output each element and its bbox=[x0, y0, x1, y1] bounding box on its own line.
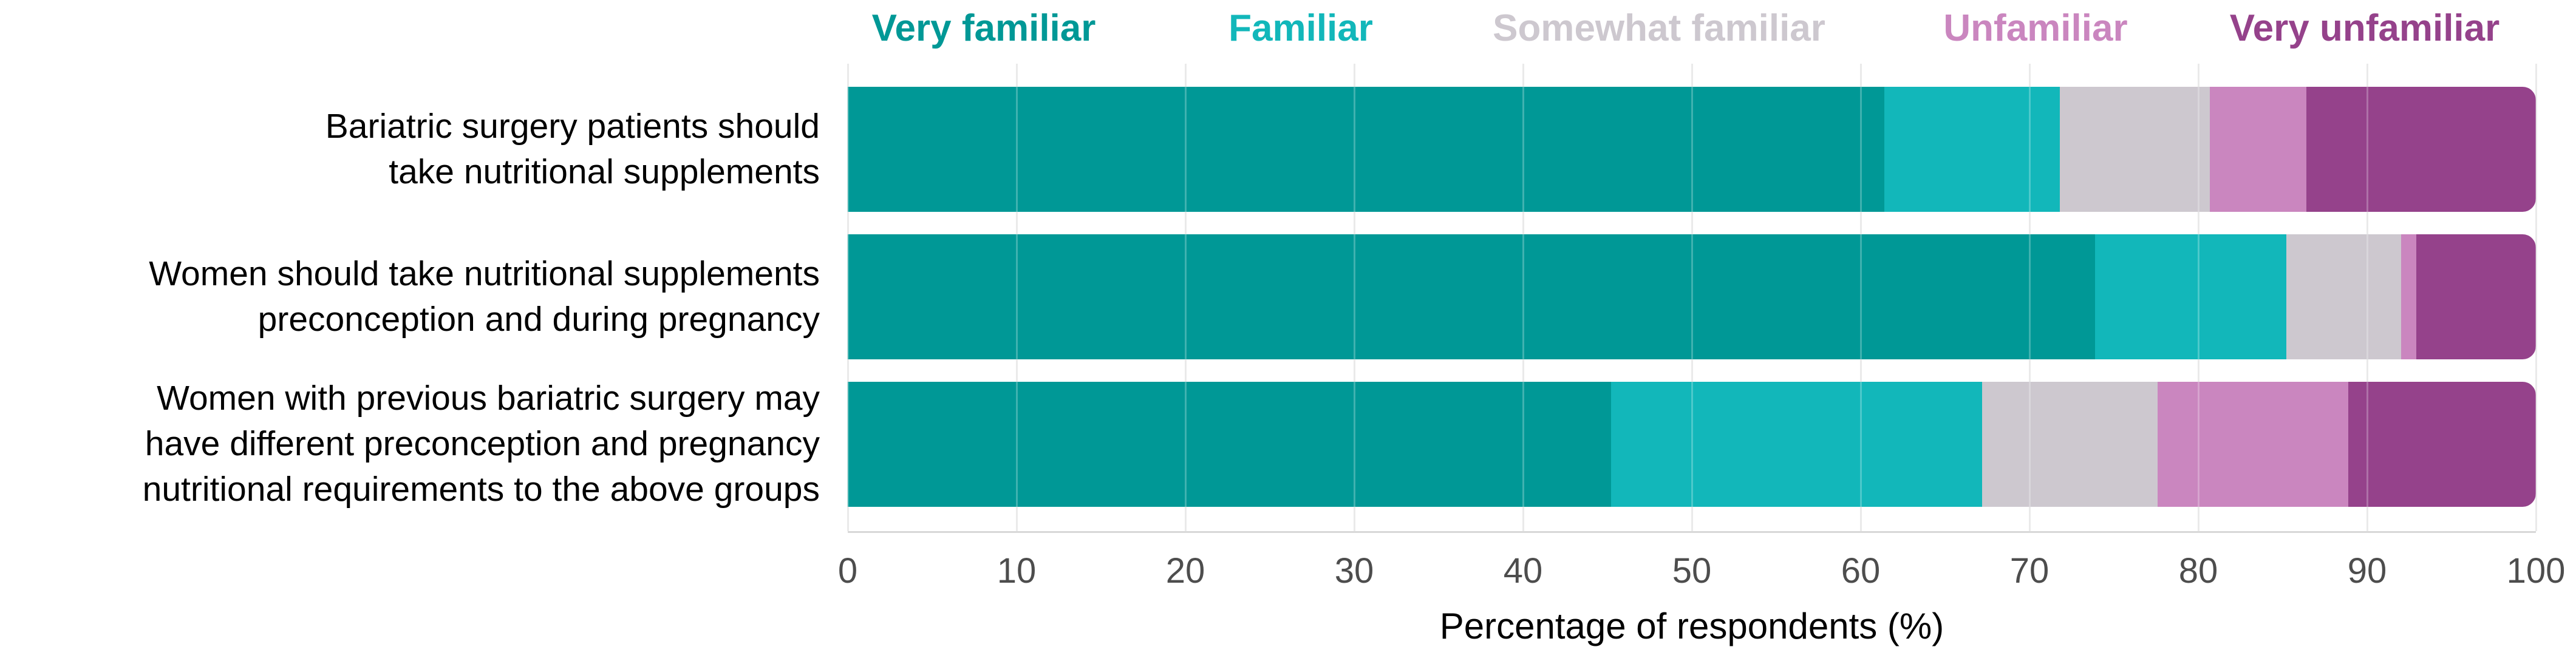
x-tick-label: 40 bbox=[1503, 551, 1543, 591]
gridline-overlay bbox=[1522, 64, 1524, 531]
x-tick-label: 100 bbox=[2506, 551, 2566, 591]
bar-women-previous-surgery bbox=[848, 382, 2536, 507]
bar-segment bbox=[1982, 382, 2158, 507]
legend-item-very-unfamiliar: Very unfamiliar bbox=[2229, 7, 2500, 49]
bar-segment bbox=[848, 234, 2096, 359]
gridline-overlay bbox=[1185, 64, 1187, 531]
x-tick-label: 0 bbox=[837, 551, 858, 591]
bar-segment bbox=[2306, 87, 2536, 212]
x-axis-ticks: 0 10 20 30 40 50 60 70 80 90 100 bbox=[838, 551, 2566, 596]
bar-segment bbox=[1884, 87, 2060, 212]
bar-bariatric-patients bbox=[848, 87, 2536, 212]
x-tick-label: 10 bbox=[997, 551, 1037, 591]
category-label-women-preconception: Women should take nutritional supplement… bbox=[12, 251, 820, 342]
gridline-overlay bbox=[2029, 64, 2031, 531]
legend-item-very-familiar: Very familiar bbox=[871, 7, 1096, 49]
x-tick-label: 30 bbox=[1334, 551, 1374, 591]
category-label-women-previous-surgery: Women with previous bariatric surgery ma… bbox=[12, 376, 820, 513]
bar-segment bbox=[2060, 87, 2210, 212]
category-label-line: nutritional requirements to the above gr… bbox=[142, 470, 820, 509]
category-label-bariatric-patients: Bariatric surgery patients should take n… bbox=[12, 104, 820, 195]
x-tick-label: 20 bbox=[1165, 551, 1205, 591]
bar-segment bbox=[2095, 234, 2286, 359]
legend-item-unfamiliar: Unfamiliar bbox=[1943, 7, 2128, 49]
x-tick-label: 50 bbox=[1672, 551, 1712, 591]
category-label-line: Women should take nutritional supplement… bbox=[149, 254, 820, 293]
category-label-line: Women with previous bariatric surgery ma… bbox=[157, 379, 820, 418]
bar-segment bbox=[2416, 234, 2536, 359]
gridline-overlay bbox=[1354, 64, 1355, 531]
gridline-overlay bbox=[2535, 64, 2537, 531]
plot-area bbox=[847, 64, 2537, 533]
bar-segment bbox=[2210, 87, 2306, 212]
bar-women-preconception bbox=[848, 234, 2536, 359]
bar-segment bbox=[2158, 382, 2349, 507]
x-axis-title: Percentage of respondents (%) bbox=[1439, 606, 1944, 646]
legend-item-familiar: Familiar bbox=[1228, 7, 1373, 49]
category-label-line: take nutritional supplements bbox=[389, 152, 820, 191]
bar-segment bbox=[2348, 382, 2536, 507]
x-tick-label: 80 bbox=[2178, 551, 2218, 591]
gridline-overlay bbox=[2198, 64, 2199, 531]
gridline bbox=[2535, 64, 2537, 531]
gridline-overlay bbox=[847, 64, 849, 531]
gridline-overlay bbox=[1691, 64, 1693, 531]
category-label-line: have different preconception and pregnan… bbox=[145, 424, 820, 464]
legend-item-somewhat-familiar: Somewhat familiar bbox=[1493, 7, 1825, 49]
gridline-overlay bbox=[1016, 64, 1018, 531]
bar-segment bbox=[848, 87, 1884, 212]
gridline-overlay bbox=[2366, 64, 2368, 531]
x-tick-label: 70 bbox=[2009, 551, 2050, 591]
bar-segment bbox=[1610, 382, 1983, 507]
bar-segment bbox=[2401, 234, 2416, 359]
bar-segment bbox=[848, 382, 1611, 507]
x-tick-label: 90 bbox=[2347, 551, 2387, 591]
category-label-line: preconception and during pregnancy bbox=[257, 300, 820, 339]
bar-segment bbox=[2286, 234, 2401, 359]
category-label-line: Bariatric surgery patients should bbox=[325, 106, 820, 146]
x-tick-label: 60 bbox=[1841, 551, 1881, 591]
gridline-overlay bbox=[1860, 64, 1862, 531]
